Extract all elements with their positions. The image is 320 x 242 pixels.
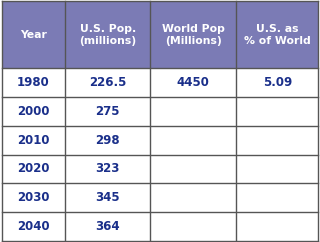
- Bar: [2, 1, 65, 68]
- Text: 226.5: 226.5: [89, 76, 126, 89]
- Bar: [65, 68, 150, 97]
- Bar: [65, 126, 150, 155]
- Bar: [150, 155, 236, 183]
- Bar: [150, 212, 236, 241]
- Text: 2010: 2010: [17, 134, 50, 147]
- Bar: [2, 68, 65, 97]
- Text: 364: 364: [95, 220, 120, 233]
- Bar: [2, 126, 65, 155]
- Text: 323: 323: [96, 162, 120, 175]
- Bar: [65, 1, 150, 68]
- Bar: [65, 155, 150, 183]
- Text: 1980: 1980: [17, 76, 50, 89]
- Bar: [2, 97, 65, 126]
- Text: 2020: 2020: [17, 162, 50, 175]
- Text: 2000: 2000: [17, 105, 50, 118]
- Bar: [2, 183, 65, 212]
- Text: 2040: 2040: [17, 220, 50, 233]
- Text: 298: 298: [95, 134, 120, 147]
- Bar: [236, 183, 318, 212]
- Bar: [150, 68, 236, 97]
- Text: 2030: 2030: [17, 191, 50, 204]
- Bar: [236, 68, 318, 97]
- Bar: [2, 155, 65, 183]
- Bar: [65, 97, 150, 126]
- Bar: [236, 126, 318, 155]
- Text: World Pop
(Millions): World Pop (Millions): [162, 23, 225, 46]
- Bar: [150, 183, 236, 212]
- Bar: [236, 1, 318, 68]
- Text: U.S. Pop.
(millions): U.S. Pop. (millions): [79, 23, 136, 46]
- Bar: [65, 212, 150, 241]
- Text: 345: 345: [95, 191, 120, 204]
- Text: U.S. as
% of World: U.S. as % of World: [244, 23, 311, 46]
- Bar: [2, 212, 65, 241]
- Text: 5.09: 5.09: [263, 76, 292, 89]
- Text: 275: 275: [95, 105, 120, 118]
- Bar: [65, 183, 150, 212]
- Bar: [150, 1, 236, 68]
- Bar: [236, 155, 318, 183]
- Text: 4450: 4450: [177, 76, 210, 89]
- Bar: [236, 97, 318, 126]
- Bar: [150, 126, 236, 155]
- Text: Year: Year: [20, 30, 47, 40]
- Bar: [236, 212, 318, 241]
- Bar: [150, 97, 236, 126]
